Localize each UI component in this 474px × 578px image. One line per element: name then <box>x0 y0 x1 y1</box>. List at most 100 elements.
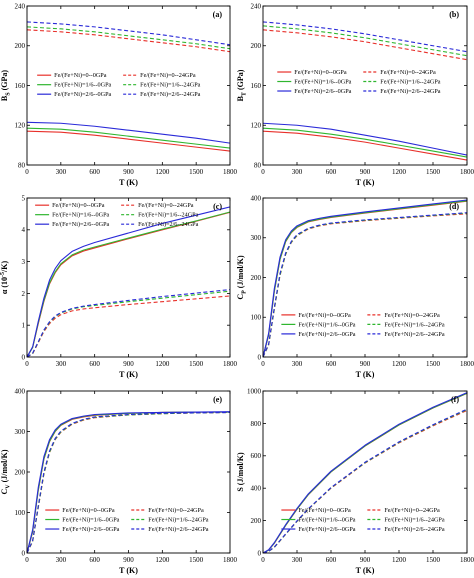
y-tick-label: 0 <box>22 549 26 557</box>
x-tick-label: 1200 <box>392 168 407 176</box>
x-tick-label: 1200 <box>155 556 170 564</box>
x-tick-label: 0 <box>25 360 29 368</box>
panel-label: (c) <box>213 202 222 211</box>
y-axis-label-unit: (J/mol/K) <box>0 449 9 484</box>
x-tick-label: 1500 <box>426 168 441 176</box>
x-tick-label: 300 <box>292 360 303 368</box>
x-tick-label: 1200 <box>155 360 170 368</box>
x-tick-label: 1800 <box>223 556 238 564</box>
panel-f: 0 300 600 900 1200 1500 1800 0 200 400 600 800 1000 T… <box>236 387 474 575</box>
legend-label: Fe/(Fe+Ni)=0--24GPa <box>384 507 440 514</box>
y-tick-label: 200 <box>251 274 262 282</box>
y-tick-label: 120 <box>15 122 26 130</box>
legend-label: Fe/(Fe+Ni)=1/6--0GPa <box>298 321 355 328</box>
x-tick-label: 1500 <box>189 360 204 368</box>
x-tick-label: 1800 <box>460 360 474 368</box>
x-tick-label: 1800 <box>223 360 238 368</box>
legend-label: Fe/(Fe+Ni)=0--24GPa <box>140 72 196 79</box>
series-line <box>27 411 230 553</box>
legend-label: Fe/(Fe+Ni)=1/6--24GPa <box>384 517 445 524</box>
x-axis-label: T (K) <box>356 566 375 575</box>
legend: Fe/(Fe+Ni)=0--0GPa Fe/(Fe+Ni)=0--24GPa Fe/… <box>277 69 441 95</box>
y-axis-label-sub: V <box>6 484 12 489</box>
x-tick-label: 1800 <box>223 168 238 176</box>
y-tick-label: 300 <box>15 428 26 436</box>
y-tick-label: 1000 <box>247 387 262 395</box>
series-line <box>263 21 467 53</box>
y-axis-label-main: S (J/mol/K) <box>236 452 245 492</box>
legend-label: Fe/(Fe+Ni)=1/6--0GPa <box>294 79 351 86</box>
legend-label: Fe/(Fe+Ni)=0--0GPa <box>54 72 107 79</box>
legend-label: Fe/(Fe+Ni)=0--24GPa <box>380 69 436 76</box>
y-tick-label: 160 <box>15 82 26 90</box>
y-tick-label: 200 <box>15 468 26 476</box>
y-axis-label: CP (J/mol/K) <box>236 255 248 300</box>
legend-label: Fe/(Fe+Ni)=1/6--0GPa <box>298 517 355 524</box>
series-line <box>27 290 230 357</box>
y-axis-label-main: C <box>236 294 245 300</box>
y-tick-label: 120 <box>251 122 262 130</box>
y-tick-label: 240 <box>15 2 26 10</box>
y-tick-label: 100 <box>251 314 262 322</box>
y-tick-label: 300 <box>251 234 262 242</box>
y-axis-label: BT (GPa) <box>236 69 248 101</box>
series-line <box>27 289 230 357</box>
y-tick-label: 400 <box>251 194 262 202</box>
series-line <box>27 29 230 53</box>
panel-d: 0 300 600 900 1200 1500 1800 0 100 200 300 400 T (K)… <box>236 194 474 379</box>
series-line <box>27 130 230 152</box>
legend-label: Fe/(Fe+Ni)=0--0GPa <box>62 507 115 514</box>
legend-label: Fe/(Fe+Ni)=1/6--24GPa <box>138 212 199 219</box>
y-axis-label: α (10-5/K) <box>0 261 9 295</box>
legend-label: Fe/(Fe+Ni)=2/6--0GPa <box>298 331 355 338</box>
y-axis-label: S (J/mol/K) <box>236 452 245 492</box>
y-tick-label: 1 <box>22 322 26 330</box>
x-tick-label: 600 <box>89 360 100 368</box>
x-tick-label: 900 <box>360 168 371 176</box>
x-tick-label: 1200 <box>392 556 407 564</box>
legend-label: Fe/(Fe+Ni)=0--0GPa <box>52 202 105 209</box>
x-tick-label: 0 <box>261 556 265 564</box>
legend-label: Fe/(Fe+Ni)=2/6--0GPa <box>298 526 355 533</box>
legend-label: Fe/(Fe+Ni)=1/6--24GPa <box>380 79 441 86</box>
panel-label: (e) <box>213 395 222 404</box>
series-line <box>27 295 230 357</box>
y-axis-label-unit: (GPa) <box>0 70 9 93</box>
legend: Fe/(Fe+Ni)=0--0GPa Fe/(Fe+Ni)=0--24GPa Fe/… <box>281 507 445 533</box>
series-line <box>263 408 467 553</box>
y-axis-label-sub: T <box>242 92 248 96</box>
legend-label: Fe/(Fe+Ni)=2/6--24GPa <box>148 526 209 533</box>
y-tick-label: 800 <box>251 420 262 428</box>
y-tick-label: 600 <box>251 452 262 460</box>
legend: Fe/(Fe+Ni)=0--0GPa Fe/(Fe+Ni)=0--24GPa Fe/… <box>281 312 445 338</box>
x-tick-label: 300 <box>292 556 303 564</box>
y-tick-label: 0 <box>258 549 262 557</box>
y-tick-label: 4 <box>22 226 26 234</box>
legend-label: Fe/(Fe+Ni)=2/6--0GPa <box>54 91 111 98</box>
x-tick-label: 0 <box>25 556 29 564</box>
series-line <box>263 130 467 161</box>
x-tick-label: 1200 <box>155 168 170 176</box>
legend: Fe/(Fe+Ni)=0--0GPa Fe/(Fe+Ni)=0--24GPa Fe/… <box>35 202 199 228</box>
legend-label: Fe/(Fe+Ni)=1/6--24GPa <box>148 517 209 524</box>
legend-label: Fe/(Fe+Ni)=2/6--24GPa <box>384 526 445 533</box>
legend-label: Fe/(Fe+Ni)=1/6--24GPa <box>384 321 445 328</box>
x-tick-label: 1800 <box>460 556 474 564</box>
legend: Fe/(Fe+Ni)=0--0GPa Fe/(Fe+Ni)=0--24GPa Fe/… <box>37 72 201 98</box>
series-line <box>263 127 467 158</box>
y-tick-label: 200 <box>251 42 262 50</box>
legend-label: Fe/(Fe+Ni)=0--24GPa <box>148 507 204 514</box>
x-tick-label: 600 <box>89 556 100 564</box>
x-tick-label: 0 <box>261 360 265 368</box>
y-tick-label: 240 <box>251 2 262 10</box>
y-tick-label: 5 <box>22 194 26 202</box>
y-axis-label: CV (J/mol/K) <box>0 449 12 494</box>
y-tick-label: 2 <box>22 290 26 298</box>
y-axis-label-unit: /K) <box>0 261 9 273</box>
y-tick-label: 200 <box>15 42 26 50</box>
series-line <box>27 411 230 553</box>
x-tick-label: 600 <box>326 360 337 368</box>
y-axis-label-unit: (J/mol/K) <box>236 255 245 290</box>
legend-label: Fe/(Fe+Ni)=2/6--0GPa <box>294 88 351 95</box>
y-axis-label-main: B <box>0 95 9 101</box>
